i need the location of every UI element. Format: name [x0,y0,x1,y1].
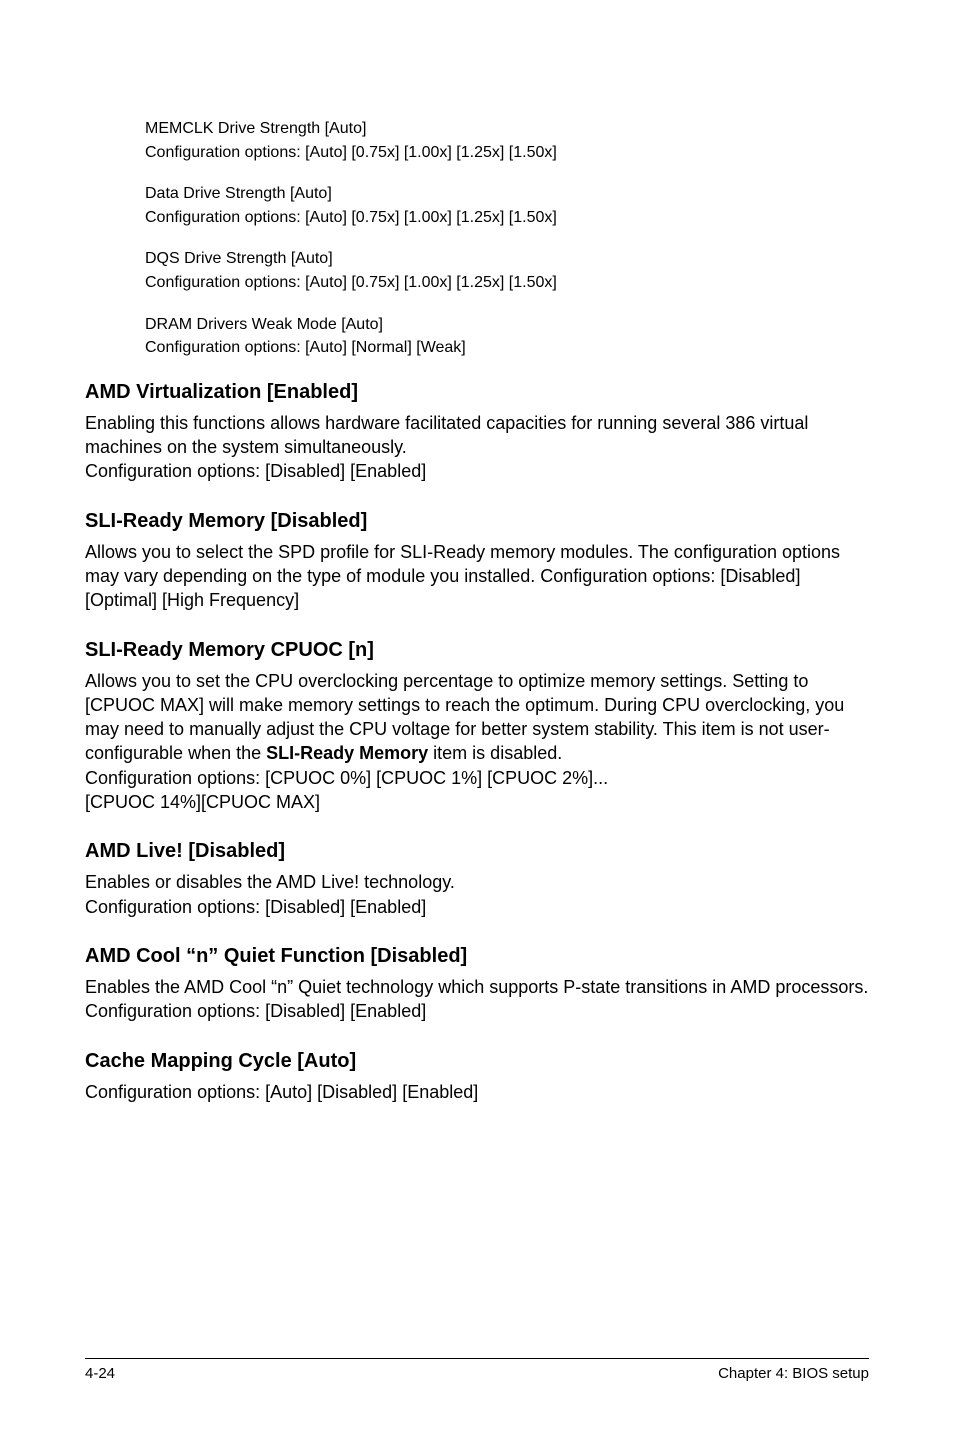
config-options: Configuration options: [Auto] [0.75x] [1… [145,207,869,229]
config-block-memclk: MEMCLK Drive Strength [Auto] Configurati… [145,118,869,163]
section-body: Allows you to select the SPD profile for… [85,540,869,613]
config-title: MEMCLK Drive Strength [Auto] [145,118,869,140]
config-title: DRAM Drivers Weak Mode [Auto] [145,314,869,336]
section-body: Allows you to set the CPU overclocking p… [85,669,869,815]
config-options: Configuration options: [Auto] [Normal] [… [145,337,869,359]
config-options: Configuration options: [Auto] [0.75x] [1… [145,272,869,294]
section-heading: AMD Virtualization [Enabled] [85,379,869,405]
section-amd-virtualization: AMD Virtualization [Enabled] Enabling th… [85,379,869,484]
config-block-dqs: DQS Drive Strength [Auto] Configuration … [145,248,869,293]
body-bold: SLI-Ready Memory [266,743,428,763]
section-heading: Cache Mapping Cycle [Auto] [85,1048,869,1074]
section-sli-ready-memory: SLI-Ready Memory [Disabled] Allows you t… [85,508,869,613]
config-block-data-drive: Data Drive Strength [Auto] Configuration… [145,183,869,228]
section-amd-cool-quiet: AMD Cool “n” Quiet Function [Disabled] E… [85,943,869,1024]
page-footer: 4-24 Chapter 4: BIOS setup [85,1358,869,1382]
section-heading: SLI-Ready Memory CPUOC [n] [85,637,869,663]
footer-chapter-title: Chapter 4: BIOS setup [718,1365,869,1382]
section-body: Configuration options: [Auto] [Disabled]… [85,1080,869,1104]
config-options: Configuration options: [Auto] [0.75x] [1… [145,142,869,164]
section-heading: AMD Cool “n” Quiet Function [Disabled] [85,943,869,969]
section-heading: AMD Live! [Disabled] [85,838,869,864]
section-heading: SLI-Ready Memory [Disabled] [85,508,869,534]
section-body: Enables the AMD Cool “n” Quiet technolog… [85,975,869,1024]
footer-page-number: 4-24 [85,1365,115,1382]
section-sli-ready-cpuoc: SLI-Ready Memory CPUOC [n] Allows you to… [85,637,869,815]
config-title: DQS Drive Strength [Auto] [145,248,869,270]
section-body: Enabling this functions allows hardware … [85,411,869,484]
config-title: Data Drive Strength [Auto] [145,183,869,205]
section-cache-mapping: Cache Mapping Cycle [Auto] Configuration… [85,1048,869,1104]
section-amd-live: AMD Live! [Disabled] Enables or disables… [85,838,869,919]
section-body: Enables or disables the AMD Live! techno… [85,870,869,919]
config-block-dram-weak: DRAM Drivers Weak Mode [Auto] Configurat… [145,314,869,359]
